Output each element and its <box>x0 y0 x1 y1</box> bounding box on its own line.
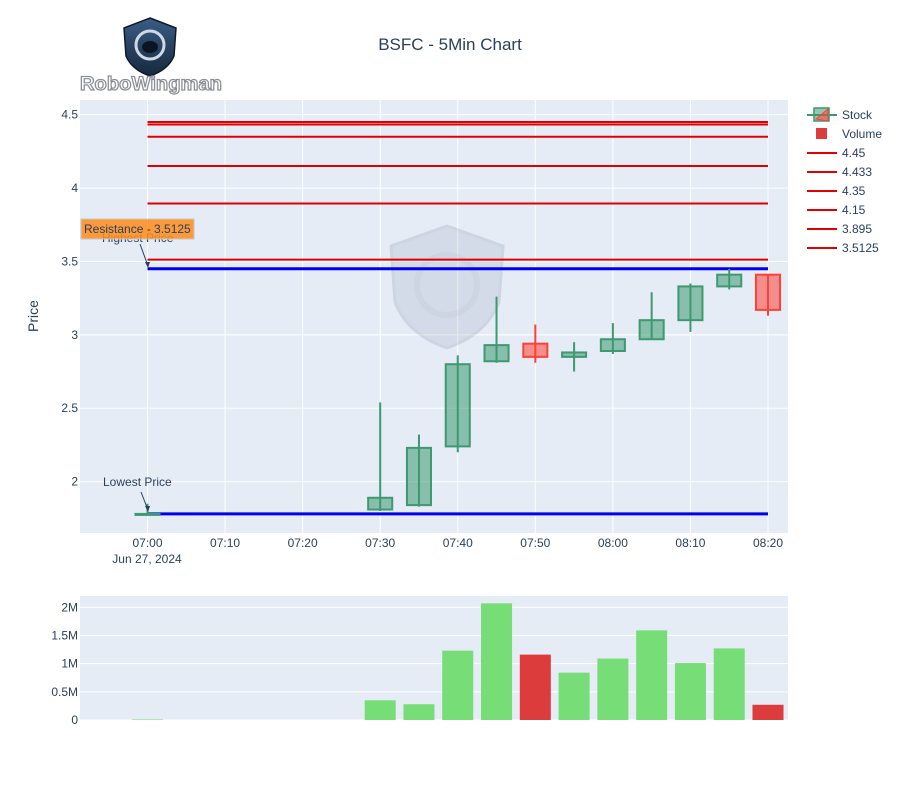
x-axis-date-label: Jun 27, 2024 <box>112 552 182 566</box>
volume-bar <box>597 658 629 720</box>
legend-level-2-label: 4.433 <box>842 165 872 179</box>
volume-bar <box>364 700 396 720</box>
legend-item-volume[interactable]: Volume <box>816 127 882 141</box>
volume-tick-label: 0 <box>71 713 78 727</box>
volume-tick-label: 0.5M <box>51 685 78 699</box>
candle-body <box>483 344 510 363</box>
candle-body <box>522 342 549 358</box>
resistance-annotation: Resistance - 3.5125 <box>80 218 195 240</box>
volume-bars <box>131 603 784 721</box>
legend-level-4-label: 4.15 <box>842 203 866 217</box>
lowest-price-annotation: Lowest Price <box>103 475 172 512</box>
price-tick-label: 3 <box>71 328 78 342</box>
volume-tick-label: 1.5M <box>51 628 78 642</box>
time-tick-label: 07:40 <box>443 536 473 550</box>
y-axis-title: Price <box>25 300 41 332</box>
candlesticks <box>134 268 782 516</box>
volume-tick-label: 2M <box>61 600 78 614</box>
time-tick-label: 08:10 <box>675 536 705 550</box>
candle-body <box>561 351 588 358</box>
legend-item-level-3[interactable]: 4.35 <box>807 184 866 198</box>
price-tick-label: 2.5 <box>61 401 78 415</box>
price-tick-label: 4 <box>71 181 78 195</box>
robowingman-logo: RoboWingman <box>79 17 223 96</box>
price-tick-label: 2 <box>71 475 78 489</box>
candle-body <box>134 512 161 516</box>
legend-level-6-label: 3.5125 <box>842 241 879 255</box>
volume-bar <box>713 648 745 720</box>
volume-bar <box>558 672 590 720</box>
volume-bar <box>519 654 551 720</box>
volume-bar <box>442 650 474 720</box>
chart-title: BSFC - 5Min Chart <box>378 35 522 54</box>
time-tick-label: 07:20 <box>288 536 318 550</box>
candle-body <box>677 285 704 322</box>
watermark-logo <box>389 224 505 350</box>
legend-stock-label: Stock <box>842 108 873 122</box>
candle-body <box>754 273 782 311</box>
time-x-axis: 07:00 07:10 07:20 07:30 07:40 07:50 08:00 08:10… <box>132 536 783 550</box>
resistance-label: Resistance - 3.5125 <box>84 222 191 236</box>
volume-tick-label: 1M <box>61 657 78 671</box>
logo-helmet-icon <box>134 29 166 61</box>
volume-bar <box>131 719 164 721</box>
volume-bar <box>636 630 668 720</box>
time-tick-label: 07:30 <box>365 536 395 550</box>
candle-body <box>599 338 626 352</box>
volume-bar <box>481 603 513 720</box>
time-tick-label: 08:00 <box>598 536 628 550</box>
volume-bar <box>403 704 435 720</box>
watermark-shield-icon <box>389 224 505 350</box>
price-tick-label: 4.5 <box>61 108 78 122</box>
candle-body <box>405 446 432 507</box>
legend-volume-label: Volume <box>842 127 882 141</box>
price-tick-label: 3.5 <box>61 254 78 268</box>
candle-body <box>367 496 394 511</box>
time-tick-label: 08:20 <box>753 536 783 550</box>
lowest-price-label: Lowest Price <box>103 475 172 489</box>
legend-level-5-label: 3.895 <box>842 222 872 236</box>
price-gridlines <box>80 100 788 533</box>
volume-bar <box>752 704 784 720</box>
volume-y-axis: 0 0.5M 1M 1.5M 2M <box>51 600 78 727</box>
logo-text: RoboWingman <box>80 74 222 95</box>
volume-bar <box>674 663 706 720</box>
legend-item-stock[interactable]: Stock <box>807 107 873 122</box>
time-tick-label: 07:50 <box>520 536 550 550</box>
time-tick-label: 07:00 <box>132 536 162 550</box>
legend-item-level-5[interactable]: 3.895 <box>807 222 872 236</box>
price-plot-area <box>80 100 788 533</box>
legend: Stock Volume 4.45 4.433 4.35 4.15 3.895 <box>807 107 882 255</box>
candle-body <box>444 363 471 448</box>
legend-level-3-label: 4.35 <box>842 184 866 198</box>
legend-item-level-6[interactable]: 3.5125 <box>807 241 879 255</box>
volume-plot-area <box>80 596 788 720</box>
time-tick-label: 07:10 <box>210 536 240 550</box>
legend-item-level-4[interactable]: 4.15 <box>807 203 866 217</box>
price-y-axis: 2 2.5 3 3.5 4 4.5 <box>61 108 78 489</box>
candle-body <box>638 319 665 341</box>
candle-body <box>716 273 743 288</box>
resistance-lines <box>147 121 768 516</box>
legend-level-1-label: 4.45 <box>842 146 866 160</box>
legend-item-level-1[interactable]: 4.45 <box>807 146 866 160</box>
legend-item-level-2[interactable]: 4.433 <box>807 165 872 179</box>
